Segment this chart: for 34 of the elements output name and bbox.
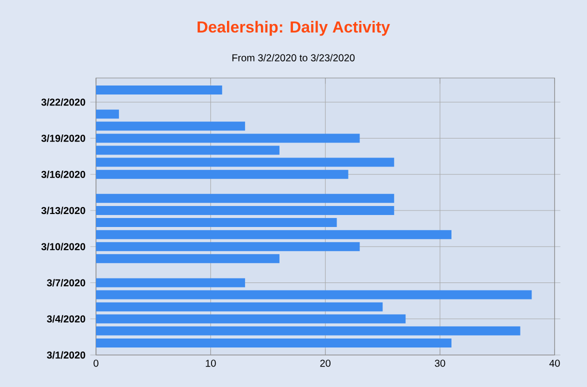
bar: [96, 302, 383, 312]
chart-title: Dealership: Daily Activity: [198, 20, 390, 36]
bar: [96, 326, 520, 336]
y-tick-label: 3/19/2020: [41, 134, 86, 142]
bar: [96, 158, 394, 167]
x-tick-label: 20: [320, 360, 330, 367]
bar: [96, 86, 222, 95]
y-tick-label: 3/10/2020: [41, 242, 86, 250]
bar: [96, 122, 246, 131]
bar: [96, 278, 246, 288]
bar: [96, 338, 452, 348]
chart-subtitle: From 3/2/2020 to 3/23/2020: [232, 54, 355, 62]
bar: [96, 194, 394, 203]
y-tick-label: 3/1/2020: [46, 351, 86, 359]
bar: [96, 170, 348, 179]
bar: [96, 314, 406, 324]
x-tick-label: 40: [549, 360, 560, 367]
bar: [96, 242, 360, 252]
y-tick-label: 3/13/2020: [41, 206, 86, 214]
y-tick-label: 3/7/2020: [46, 279, 86, 286]
y-tick-label: 3/4/2020: [46, 315, 86, 323]
bar: [96, 290, 532, 300]
bar: [96, 254, 280, 264]
x-tick-label: 10: [206, 360, 216, 367]
x-tick-label: 30: [434, 360, 446, 367]
y-tick-label: 3/16/2020: [41, 170, 86, 178]
bar: [96, 134, 360, 143]
bar: [96, 146, 280, 155]
bar: [96, 206, 394, 215]
x-tick-label: 0: [94, 360, 98, 367]
y-tick-label: 3/22/2020: [41, 98, 86, 106]
bar: [96, 230, 452, 240]
bar: [96, 110, 119, 119]
bar: [96, 218, 337, 228]
